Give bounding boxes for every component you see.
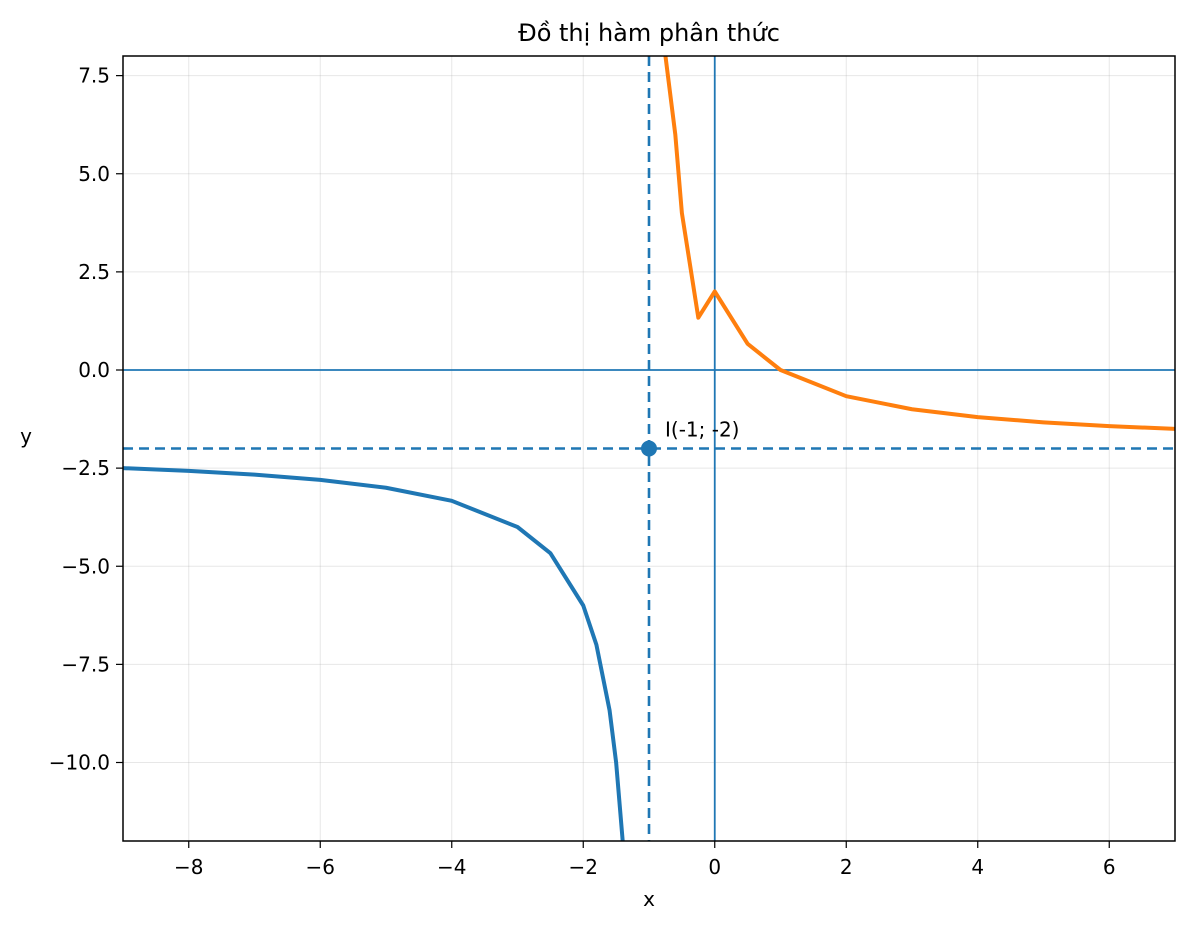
y-tick-label: 7.5 [78, 64, 110, 88]
center-point-label: I(-1; -2) [665, 418, 739, 442]
y-axis-label: y [20, 424, 32, 448]
y-axis-ticks: 7.5 5.0 2.5 0.0 −2.5 −5.0 −7.5 −10.0 [49, 64, 123, 775]
series-layer [123, 56, 1175, 841]
x-tick-label: −6 [306, 855, 335, 879]
x-tick-label: −2 [569, 855, 598, 879]
annotation-layer: I(-1; -2) [641, 418, 739, 457]
y-tick-label: −10.0 [49, 751, 110, 775]
series-2-line [663, 56, 1175, 431]
y-tick-label: 5.0 [78, 162, 110, 186]
plot-frame [122, 55, 1176, 842]
y-tick-label: −2.5 [61, 456, 110, 480]
y-tick-label: 2.5 [78, 260, 110, 284]
x-axis-ticks: −8 −6 −4 −2 0 2 4 6 [174, 841, 1116, 879]
x-tick-label: 6 [1103, 855, 1116, 879]
chart-title: Đồ thị hàm phân thức [518, 19, 780, 47]
x-tick-label: 2 [840, 855, 853, 879]
x-tick-label: 4 [971, 855, 984, 879]
x-tick-label: −8 [174, 855, 203, 879]
x-axis-label: x [643, 887, 655, 911]
series-1-line [123, 466, 625, 841]
center-point [641, 440, 657, 457]
y-tick-label: 0.0 [78, 358, 110, 382]
x-tick-label: 0 [708, 855, 721, 879]
x-tick-label: −4 [437, 855, 466, 879]
y-tick-label: −5.0 [61, 554, 110, 578]
y-tick-label: −7.5 [61, 652, 110, 676]
